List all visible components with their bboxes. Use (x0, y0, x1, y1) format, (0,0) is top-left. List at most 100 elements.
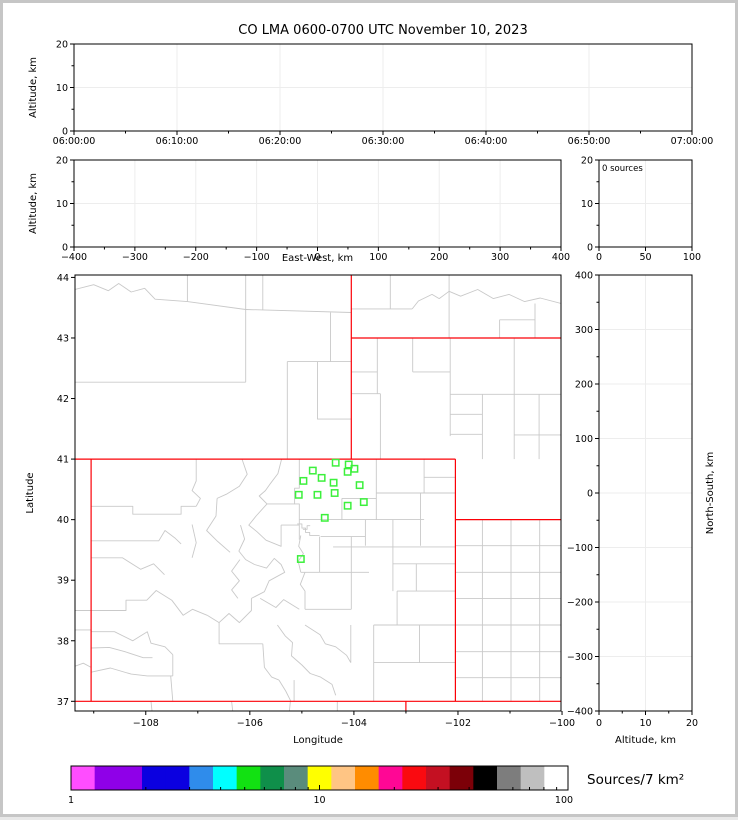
gridlines (599, 160, 692, 247)
gridlines (599, 275, 692, 711)
map-y-tick-label: 40 (57, 515, 69, 526)
y-tick-label: 100 (575, 434, 593, 445)
x-tick-label: −400 (61, 252, 87, 263)
y-tick-label: −400 (567, 707, 593, 718)
x-tick-label: 0 (596, 718, 602, 729)
y-tick-label: 10 (56, 199, 68, 210)
colorbar-segment (236, 766, 261, 790)
plot-title: CO LMA 0600-0700 UTC November 10, 2023 (238, 23, 527, 38)
x-tick-label: 06:00:00 (53, 136, 96, 147)
map-x-tick-label: −106 (237, 718, 263, 729)
source-count-annotation: 0 sources (602, 164, 643, 174)
colorbar-tick-label: 10 (313, 795, 325, 806)
y-tick-label: −300 (567, 652, 593, 663)
lma-composite-plot: 06:00:00 06:10:00 06:20:00 06:30:00 06:40:00… (25, 23, 716, 806)
map-y-tick-label: 37 (57, 697, 69, 708)
x-tick-label: −200 (183, 252, 209, 263)
y-tick-label: 400 (575, 271, 593, 282)
station-marker (359, 498, 368, 507)
x-tick-label: 200 (430, 252, 448, 263)
map-y-tick-label: 41 (57, 455, 69, 466)
map-content (75, 275, 561, 711)
station-marker (343, 501, 352, 510)
y-tick-label: 20 (56, 156, 68, 167)
x-tick-label: 100 (683, 252, 701, 263)
x-tick-label: 06:20:00 (259, 136, 302, 147)
colorbar-segment (260, 766, 285, 790)
colorbar-label: Sources/7 km² (587, 772, 684, 788)
axis-ticks: 0 50 100 0 10 20 (581, 156, 701, 264)
axis-ticks: 06:00:00 06:10:00 06:20:00 06:30:00 06:40:00… (53, 40, 714, 148)
map-y-tick-label: 44 (57, 273, 69, 284)
x-tick-label: 10 (639, 718, 651, 729)
colorbar-segment (118, 766, 143, 790)
y-tick-label: 0 (62, 243, 68, 254)
panel-frame (73, 159, 562, 248)
colorbar-segment (497, 766, 522, 790)
x-tick-label: 0 (596, 252, 602, 263)
map-y-tick-label: 39 (57, 576, 69, 587)
y-tick-label: −200 (567, 598, 593, 609)
colorbar-segment (331, 766, 356, 790)
colorbar-frame (70, 765, 569, 791)
map-x-tick-label: −102 (445, 718, 471, 729)
x-tick-label: 100 (369, 252, 387, 263)
station-marker (331, 458, 340, 467)
station-marker (296, 555, 305, 563)
colorbar-segment (189, 766, 214, 790)
x-tick-label: 07:00:00 (671, 136, 714, 147)
station-marker (330, 489, 339, 497)
time-height-y-axis-label: Altitude, km (28, 57, 39, 118)
axis-ticks: 0 10 20 −400 −300 −200 −100 0 100 200 300 400 (567, 271, 698, 730)
station-marker (299, 476, 308, 485)
x-tick-label: −100 (244, 252, 270, 263)
y-tick-label: 0 (587, 489, 593, 500)
station-marker (313, 490, 322, 499)
x-tick-label: 06:50:00 (568, 136, 611, 147)
y-tick-label: 0 (62, 127, 68, 138)
colorbar-segment (142, 766, 167, 790)
colorbar-segment (165, 766, 190, 790)
y-tick-label: −100 (567, 543, 593, 554)
station-marker (317, 473, 326, 482)
gridlines (74, 160, 561, 247)
map-y-axis-label: Latitude (25, 472, 36, 513)
y-tick-label: 0 (587, 243, 593, 254)
panel-map (75, 275, 561, 711)
colorbar-segment (473, 766, 498, 790)
x-tick-label: 50 (639, 252, 651, 263)
map-ticks: −108 −106 −104 −102 −100 37 38 39 40 41 42 43 44 (57, 273, 575, 729)
map-x-tick-label: −104 (341, 718, 367, 729)
colorbar-segment (544, 766, 569, 790)
colorbar-segment (213, 766, 238, 790)
colorbar-segment (94, 766, 119, 790)
panel-frame (598, 274, 693, 712)
x-tick-label: 06:10:00 (156, 136, 199, 147)
station-marker (294, 490, 303, 499)
x-tick-label: 06:40:00 (465, 136, 508, 147)
colorbar-segment (402, 766, 427, 790)
county-borders (75, 275, 561, 711)
map-y-tick-label: 43 (57, 333, 69, 344)
colorbar-segment (355, 766, 380, 790)
colorbar-segment (378, 766, 403, 790)
ns-height-x-axis-label: Altitude, km (615, 735, 676, 746)
colorbar-tick-label: 100 (555, 795, 573, 806)
ew-height-y-axis-label: Altitude, km (28, 173, 39, 234)
map-frame (74, 274, 562, 712)
colorbar-segment (449, 766, 474, 790)
panel-frame (73, 43, 693, 132)
x-tick-label: 06:30:00 (362, 136, 405, 147)
station-marker (355, 481, 364, 490)
lma-station-markers (294, 458, 368, 563)
state-borders (75, 275, 561, 711)
y-tick-label: 300 (575, 325, 593, 336)
map-y-tick-label: 42 (57, 394, 69, 405)
map-x-tick-label: −100 (549, 718, 575, 729)
colorbar-segment (71, 766, 96, 790)
y-tick-label: 20 (581, 156, 593, 167)
ns-height-y-axis-label: North-South, km (705, 452, 716, 535)
map-y-tick-label: 38 (57, 636, 69, 647)
x-tick-label: 0 (314, 252, 320, 263)
